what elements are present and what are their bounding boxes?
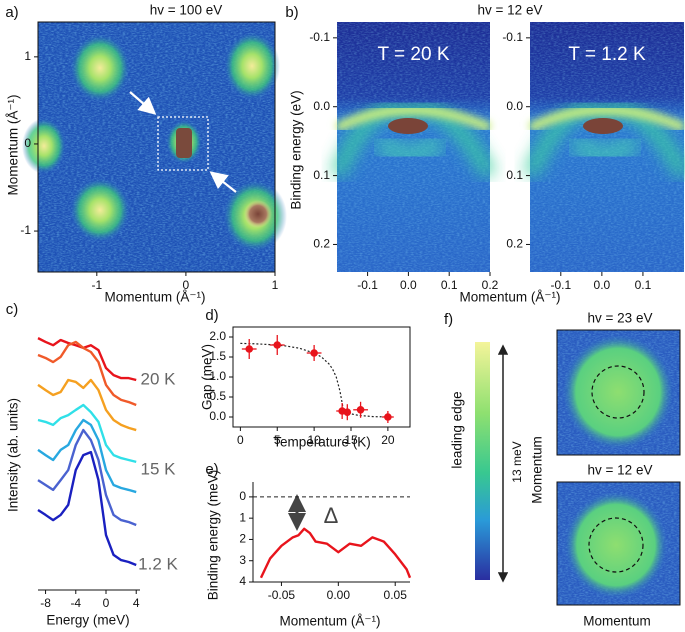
x-tick-label: 10 <box>307 433 321 447</box>
x-tick-label: 0 <box>103 596 110 610</box>
annotation: Δ <box>324 503 339 528</box>
arpes-image <box>329 22 497 272</box>
y-tick-label: -1 <box>20 223 31 237</box>
y-axis-label: Momentum (Å⁻¹) <box>6 95 21 196</box>
x-axis-label: Energy (meV) <box>46 613 129 628</box>
colorbar-range-label: 13 meV <box>510 441 524 482</box>
image-title: hv = 23 eV <box>588 311 653 326</box>
y-tick-label: 1.5 <box>209 349 226 363</box>
y-tick-label: 2 <box>239 532 246 546</box>
y-axis-label: Intensity (ab. units) <box>6 398 21 512</box>
x-tick-label: 0.2 <box>482 278 499 292</box>
y-tick-label: 0.2 <box>313 237 330 251</box>
annotation: T = 1.2 K <box>568 44 646 65</box>
line-series <box>37 337 137 382</box>
y-tick-label: 1 <box>24 49 31 63</box>
x-tick-label: 15 <box>344 433 358 447</box>
point <box>384 413 392 421</box>
panel-label: a) <box>5 4 18 21</box>
y-tick-label: 1.0 <box>209 369 226 383</box>
line-series <box>37 340 137 407</box>
x-tick-label: 20 <box>381 433 395 447</box>
x-tick-label: -1 <box>91 278 102 292</box>
map-image <box>22 22 287 272</box>
y-tick-label: 0.2 <box>506 237 523 251</box>
x-tick-label: 1 <box>272 278 279 292</box>
x-axis-label: Momentum <box>583 614 651 629</box>
x-tick-label: 0.1 <box>441 278 458 292</box>
x-tick-label: -8 <box>40 596 51 610</box>
point <box>310 349 318 357</box>
chart-title: hv = 100 eV <box>150 3 222 18</box>
y-axis-label: Momentum <box>530 436 545 504</box>
panel-label: d) <box>205 307 218 324</box>
point <box>343 408 352 417</box>
point <box>245 345 254 353</box>
line-series <box>37 428 137 527</box>
panel-label: b) <box>285 4 298 21</box>
y-tick-label: 0.0 <box>209 409 226 423</box>
y-tick-label: 0.1 <box>506 168 523 182</box>
x-tick-label: 4 <box>133 596 140 610</box>
colorbar-label: leading edge <box>450 391 465 468</box>
x-tick-label: 0.00 <box>327 588 351 602</box>
x-tick-label: 0.0 <box>594 278 611 292</box>
line-series <box>259 527 412 579</box>
fermi-map-image <box>556 481 681 606</box>
x-tick-label: 0 <box>237 433 244 447</box>
annotation: 15 K <box>141 459 177 478</box>
plot-frame <box>232 326 411 428</box>
line-series <box>37 450 137 567</box>
y-tick-label: 0.1 <box>313 168 330 182</box>
x-tick-label: -0.1 <box>550 278 571 292</box>
y-axis-label: Binding energy (eV) <box>289 90 304 209</box>
point <box>273 341 282 349</box>
y-axis-label: Gap (meV) <box>200 344 215 410</box>
line-series <box>37 403 137 464</box>
y-tick-label: 0 <box>239 489 246 503</box>
y-tick-label: -0.1 <box>502 30 523 44</box>
x-tick-label: -0.1 <box>357 278 378 292</box>
y-axis-label: Binding energy (meV) <box>206 470 221 601</box>
x-axis-label: Momentum (Å⁻¹) <box>105 290 206 305</box>
y-tick-label: -0.1 <box>309 30 330 44</box>
point <box>356 406 365 414</box>
y-tick-label: 3 <box>239 553 246 567</box>
panel-label: c) <box>6 301 19 318</box>
annotation: 20 K <box>141 369 177 388</box>
x-axis-label: Momentum (Å⁻¹) <box>280 614 381 629</box>
x-tick-label: 0.1 <box>635 278 652 292</box>
x-tick-label: 0.0 <box>400 278 417 292</box>
x-axis-label: Temperature (K) <box>273 435 371 450</box>
x-tick-label: 5 <box>274 433 281 447</box>
annotation: 1.2 K <box>138 554 178 573</box>
chart-title: hv = 12 eV <box>478 3 543 18</box>
arpes-image <box>522 22 685 272</box>
fermi-map-image <box>556 329 681 456</box>
x-axis-label: Momentum (Å⁻¹) <box>460 290 561 305</box>
x-tick-label: 0.05 <box>384 588 408 602</box>
y-tick-label: 0.0 <box>313 99 330 113</box>
panel-label: f) <box>444 311 453 328</box>
line-series <box>37 418 137 494</box>
image-title: hv = 12 eV <box>588 463 653 478</box>
panel-label: e) <box>205 461 218 478</box>
y-tick-label: 0.5 <box>209 389 226 403</box>
plot-frame <box>37 21 276 273</box>
x-tick-label: -4 <box>70 596 81 610</box>
y-tick-label: 1 <box>239 510 246 524</box>
y-tick-label: 0 <box>24 136 31 150</box>
x-tick-label: -0.05 <box>268 588 296 602</box>
y-tick-label: 2.0 <box>209 329 226 343</box>
line-series <box>37 378 137 432</box>
x-tick-label: 0 <box>183 278 190 292</box>
y-tick-label: 4 <box>239 574 246 588</box>
annotation: T = 20 K <box>377 44 449 65</box>
y-tick-label: 0.0 <box>506 99 523 113</box>
colorbar <box>475 342 490 580</box>
